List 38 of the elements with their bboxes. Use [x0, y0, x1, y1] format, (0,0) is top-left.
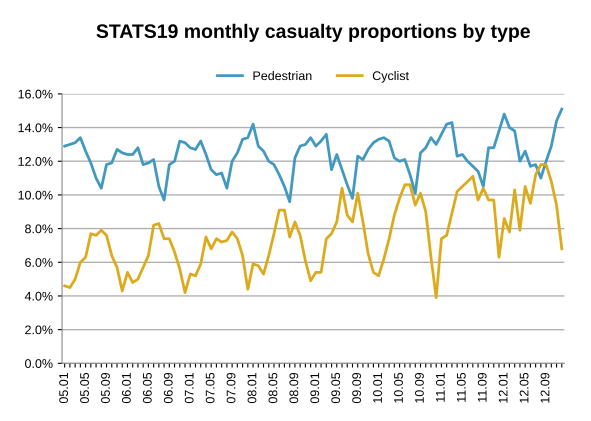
x-tick-label: 10.01 [373, 372, 382, 403]
x-tick-label: 07.09 [226, 372, 236, 404]
x-tick-label: 09.05 [331, 372, 340, 404]
x-tick-label: 12.01 [498, 372, 508, 403]
y-tick-label: 6.0% [25, 258, 53, 267]
y-tick-label: 10.0% [18, 190, 53, 200]
x-tick-label: 11.09 [478, 372, 487, 402]
x-tick-label: 08.09 [289, 372, 298, 404]
y-tick-label: 4.0% [24, 292, 53, 301]
y-tick-label: 0.0% [25, 359, 53, 368]
x-tick-label: 12.09 [540, 372, 550, 403]
chart-title: STATS19 monthly casualty proportions by type [96, 24, 530, 42]
x-tick-label: 10.09 [415, 372, 424, 403]
x-tick-label: 05.09 [101, 372, 110, 404]
x-tick-label: 07.05 [206, 372, 215, 404]
y-tick-label: 12.0% [18, 157, 53, 166]
x-tick-label: 06.09 [164, 372, 173, 404]
legend-label: Pedestrian [253, 70, 312, 80]
y-tick-label: 16.0% [18, 90, 53, 99]
y-tick-label: 2.0% [25, 325, 53, 334]
x-tick-label: 09.01 [310, 372, 320, 404]
x-tick-label: 08.01 [248, 372, 256, 404]
legend-label: Cyclist [372, 70, 409, 83]
x-tick-label: 07.01 [184, 372, 194, 404]
x-tick-label: 06.01 [122, 372, 131, 404]
x-tick-label: 12.05 [520, 372, 529, 403]
x-tick-label: 09.09 [352, 372, 362, 404]
line-series [63, 108, 564, 204]
x-tick-label: 10.05 [394, 372, 403, 403]
x-tick-label: 11.05 [456, 372, 466, 402]
y-tick-label: 14.0% [18, 123, 53, 132]
x-tick-label: 08.05 [268, 372, 278, 404]
line-series [63, 163, 564, 300]
x-tick-label: 06.05 [142, 372, 152, 404]
x-tick-label: 05.05 [80, 372, 89, 404]
y-tick-label: 8.0% [25, 224, 53, 234]
x-tick-label: 11.01 [436, 372, 445, 402]
x-tick-label: 05.01 [59, 372, 68, 404]
